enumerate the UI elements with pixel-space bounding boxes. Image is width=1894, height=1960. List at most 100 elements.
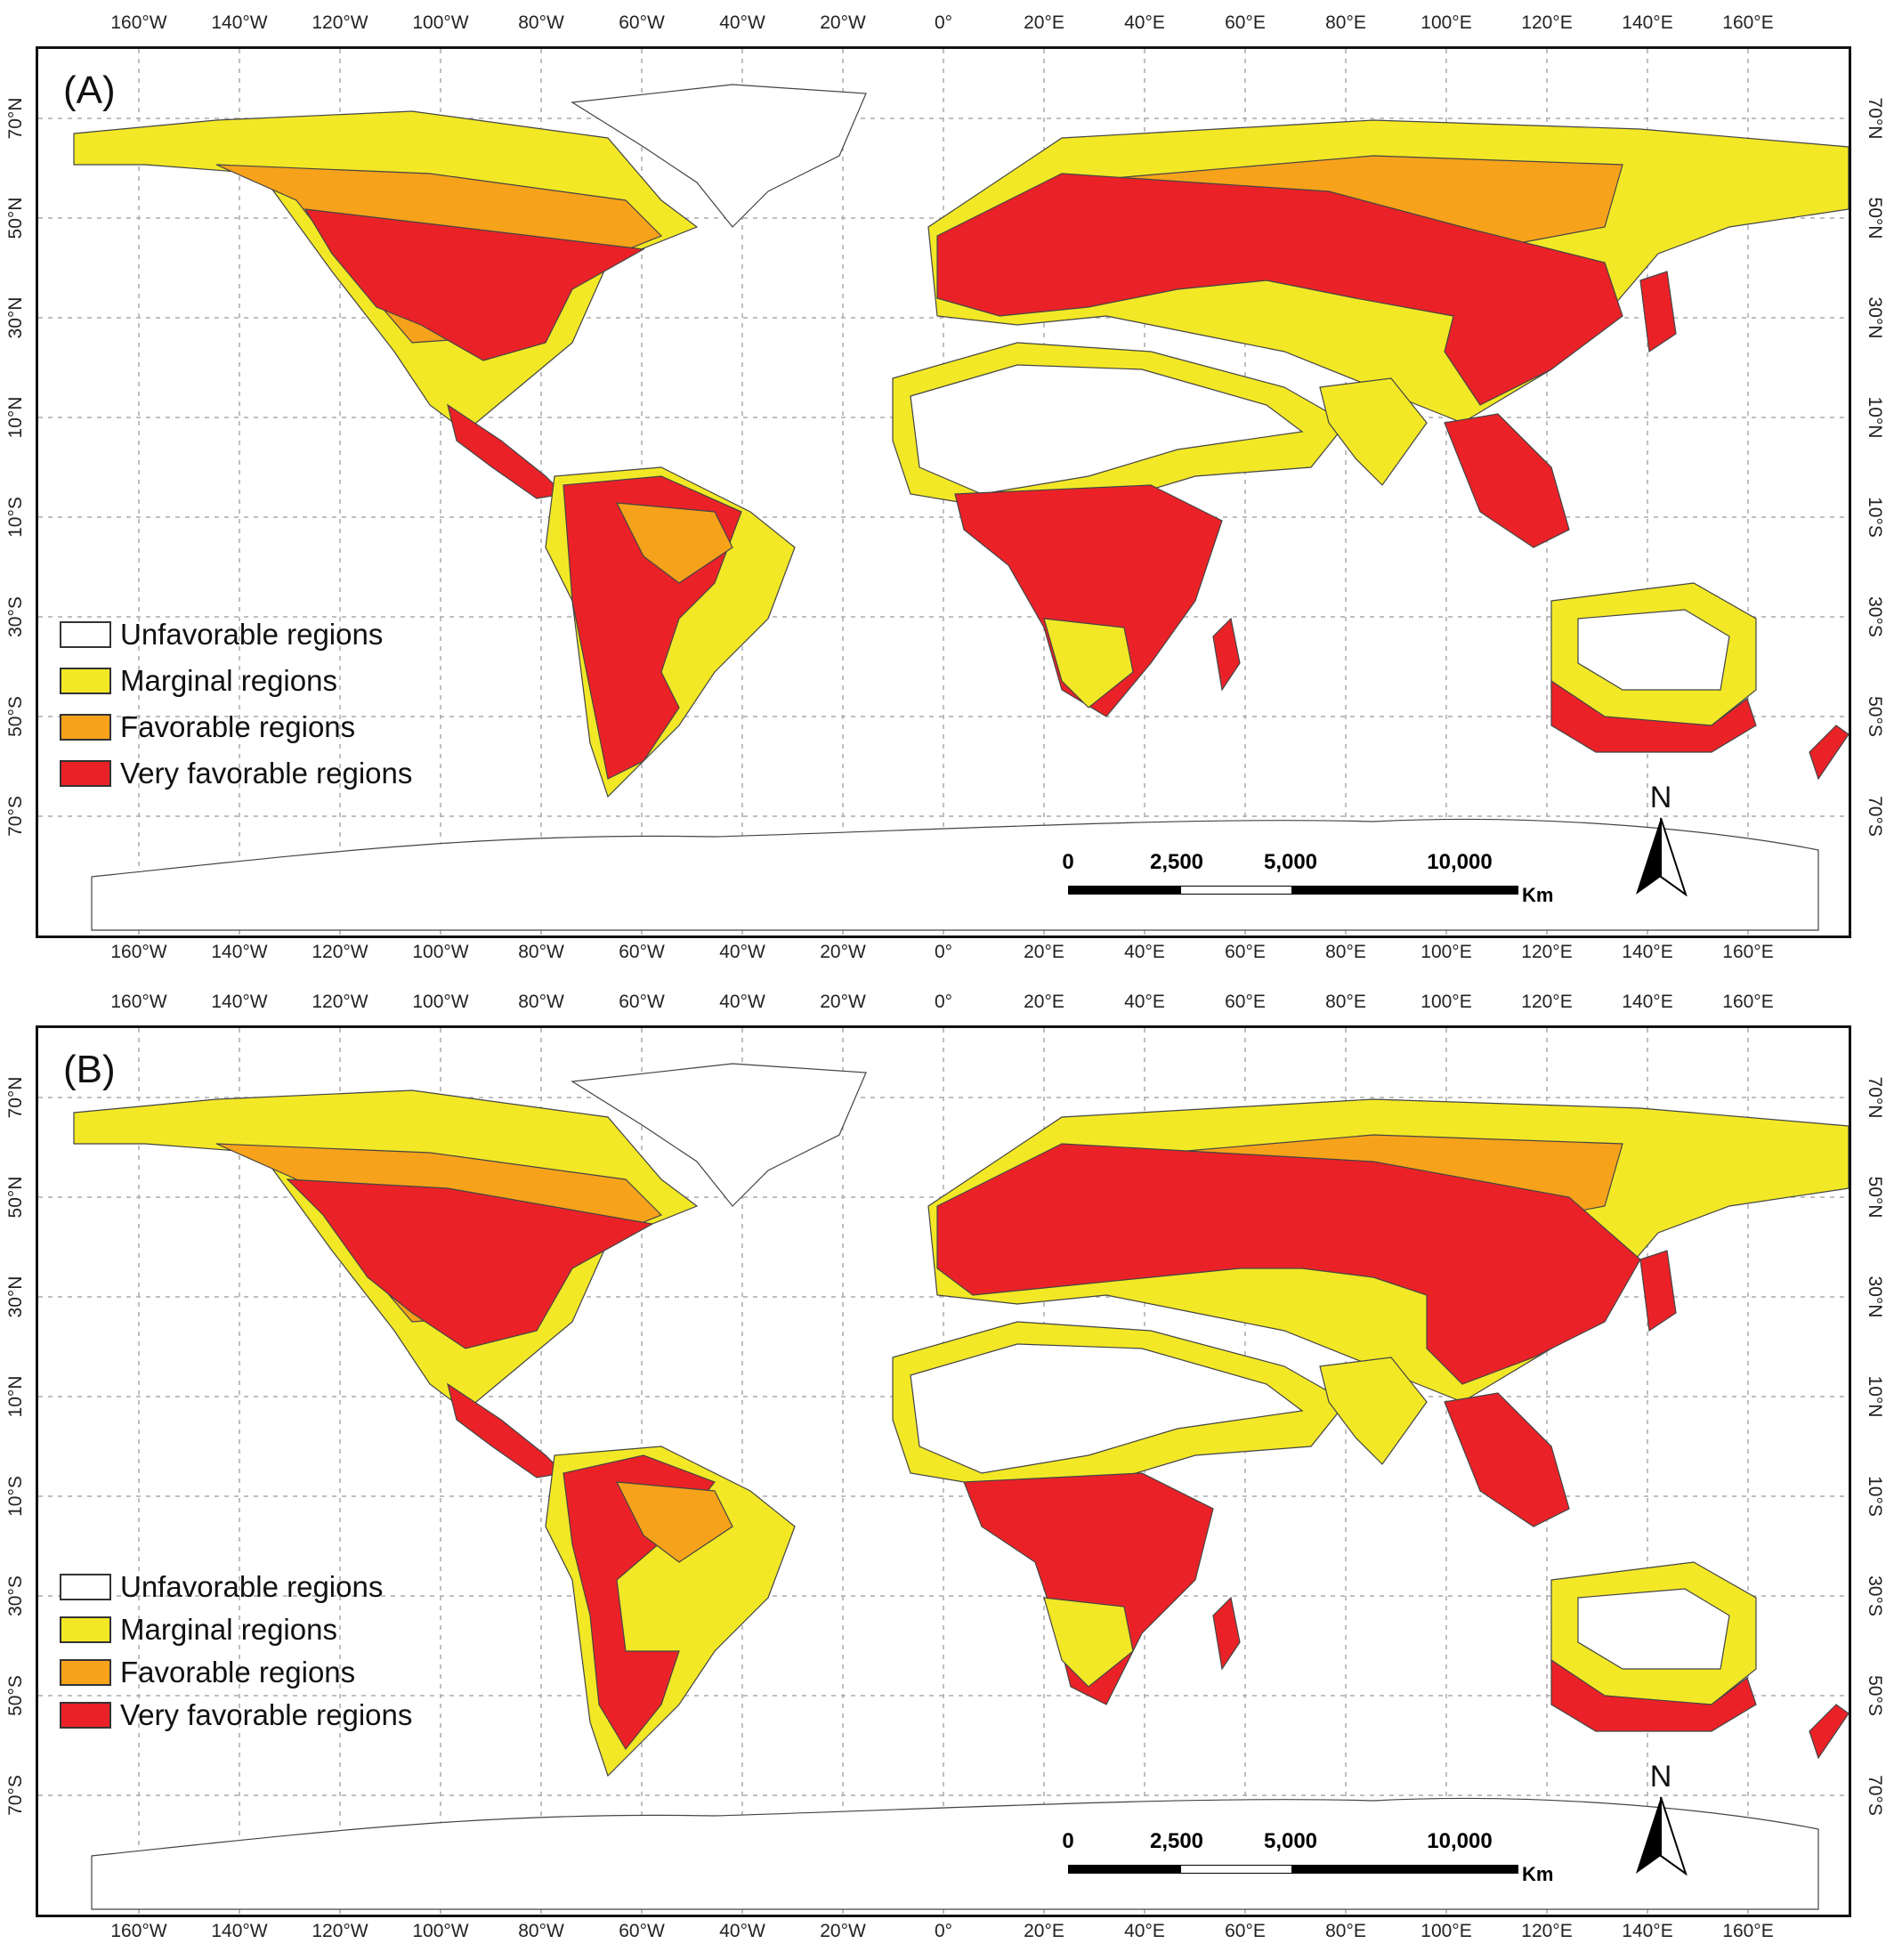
longitude-tick-label: 60°E xyxy=(1225,992,1266,1012)
longitude-tick-label: 160°W xyxy=(110,992,167,1012)
latitude-tick-label: 10°N xyxy=(1865,396,1885,439)
map-panel-a: (A) Unfavorable regions Marginal regions… xyxy=(36,46,1851,938)
latitude-tick-label: 50°N xyxy=(5,1176,26,1219)
longitude-tick-label: 140°W xyxy=(211,12,268,33)
longitude-tick-label: 20°W xyxy=(820,12,866,33)
longitude-tick-label: 80°E xyxy=(1325,1921,1366,1941)
sahara-region xyxy=(910,364,1304,495)
south-america-favorable-region xyxy=(615,1481,733,1563)
scale-label-5000: 5,000 xyxy=(1263,1829,1318,1853)
central-america-region xyxy=(447,403,565,499)
longitude-tick-label: 20°W xyxy=(820,1921,866,1941)
longitude-tick-label: 160°W xyxy=(110,12,167,33)
world-map-b xyxy=(38,1028,1849,1915)
new-zealand-region xyxy=(1809,725,1849,781)
longitude-tick-label: 100°E xyxy=(1420,12,1472,33)
longitude-tick-label: 140°W xyxy=(211,1921,268,1941)
legend-item-marginal: Marginal regions xyxy=(60,658,412,704)
longitude-tick-label: 20°E xyxy=(1024,12,1064,33)
japan-region xyxy=(1639,1250,1677,1332)
north-arrow-label: N xyxy=(1649,781,1672,814)
japan-region xyxy=(1639,271,1677,353)
longitude-tick-label: 40°W xyxy=(719,992,765,1012)
longitude-tick-label: 160°E xyxy=(1722,1921,1774,1941)
scale-segment xyxy=(1292,1865,1518,1874)
longitude-tick-label: 40°E xyxy=(1124,12,1165,33)
latitude-tick-label: 50°S xyxy=(1865,1675,1885,1716)
latitude-tick-label: 70°N xyxy=(1865,97,1885,140)
longitude-tick-label: 100°W xyxy=(412,1921,469,1941)
south-america-favorable-region xyxy=(615,502,733,584)
scale-label-2500: 2,500 xyxy=(1149,850,1204,874)
longitude-tick-label: 80°E xyxy=(1325,942,1366,962)
longitude-tick-label: 20°E xyxy=(1024,1921,1064,1941)
longitude-tick-label: 160°W xyxy=(110,1921,167,1941)
latitude-tick-label: 70°N xyxy=(1865,1076,1885,1119)
central-america-region xyxy=(447,1382,565,1478)
antarctica-region xyxy=(91,818,1819,931)
southeast-asia-region xyxy=(1444,413,1570,548)
latitude-tick-label: 30°S xyxy=(5,1575,26,1616)
panel-label-b: (B) xyxy=(63,1048,116,1091)
longitude-tick-label: 100°E xyxy=(1420,942,1472,962)
southeast-asia-region xyxy=(1444,1392,1570,1527)
legend-label-unfavorable: Unfavorable regions xyxy=(120,1570,384,1603)
legend-label-very-favorable: Very favorable regions xyxy=(120,1698,413,1731)
longitude-tick-label: 120°W xyxy=(312,992,368,1012)
scale-segment xyxy=(1068,1865,1180,1874)
longitude-tick-label: 120°E xyxy=(1521,12,1573,33)
longitude-tick-label: 120°W xyxy=(312,942,368,962)
scale-unit: Km xyxy=(1522,1863,1554,1885)
longitude-tick-label: 140°W xyxy=(211,992,268,1012)
madagascar-region xyxy=(1212,617,1241,692)
panel-label-a: (A) xyxy=(63,69,116,112)
scale-label-0: 0 xyxy=(1062,850,1074,874)
southern-africa-marginal-region xyxy=(1043,1597,1134,1688)
longitude-tick-label: 80°W xyxy=(518,942,564,962)
latitude-tick-label: 70°S xyxy=(1865,796,1885,837)
map-panel-b: (B) Unfavorable regions Marginal regions… xyxy=(36,1025,1851,1917)
longitude-tick-label: 60°W xyxy=(619,992,665,1012)
north-arrow-icon xyxy=(1636,817,1688,896)
longitude-tick-label: 80°W xyxy=(518,1921,564,1941)
north-america-very-favorable-region xyxy=(286,1178,654,1349)
scale-label-2500: 2,500 xyxy=(1149,1829,1204,1853)
latitude-tick-label: 10°S xyxy=(1865,497,1885,538)
legend-label-marginal: Marginal regions xyxy=(120,1613,337,1646)
latitude-tick-label: 70°N xyxy=(5,97,26,140)
latitude-tick-label: 50°S xyxy=(5,696,26,737)
latitude-tick-label: 30°N xyxy=(5,296,26,339)
latitude-tick-label: 10°S xyxy=(5,497,26,538)
longitude-tick-label: 20°W xyxy=(820,942,866,962)
longitude-tick-label: 60°W xyxy=(619,12,665,33)
longitude-tick-label: 120°W xyxy=(312,12,368,33)
latitude-tick-label: 30°N xyxy=(1865,1276,1885,1318)
eurasia-very-favorable-region xyxy=(936,1143,1641,1385)
sub-saharan-africa-region xyxy=(963,1472,1214,1705)
legend-swatch-marginal xyxy=(60,668,111,694)
longitude-tick-label: 20°E xyxy=(1024,992,1064,1012)
latitude-tick-label: 10°N xyxy=(1865,1375,1885,1418)
scale-label-0: 0 xyxy=(1062,1829,1074,1853)
sub-saharan-africa-region xyxy=(954,484,1223,717)
southern-africa-marginal-region xyxy=(1043,618,1134,709)
longitude-tick-label: 0° xyxy=(934,12,953,33)
latitude-tick-label: 50°S xyxy=(5,1675,26,1716)
south-america-very-favorable-region xyxy=(563,1454,716,1751)
longitude-tick-label: 40°W xyxy=(719,12,765,33)
greenland-region xyxy=(571,1063,867,1207)
latitude-tick-label: 70°N xyxy=(5,1076,26,1119)
latitude-tick-label: 30°N xyxy=(1865,296,1885,339)
legend-label-marginal: Marginal regions xyxy=(120,664,337,697)
longitude-tick-label: 60°W xyxy=(619,1921,665,1941)
india-region xyxy=(1319,377,1428,486)
legend-item-unfavorable: Unfavorable regions xyxy=(60,1566,412,1608)
north-arrow-label: N xyxy=(1649,1760,1672,1794)
longitude-tick-label: 160°W xyxy=(110,942,167,962)
longitude-tick-label: 40°E xyxy=(1124,992,1165,1012)
australia-interior-region xyxy=(1577,1588,1730,1670)
antarctica-region xyxy=(91,1797,1819,1910)
longitude-tick-label: 140°W xyxy=(211,942,268,962)
longitude-tick-label: 140°E xyxy=(1622,942,1673,962)
legend-swatch-unfavorable xyxy=(60,621,111,648)
